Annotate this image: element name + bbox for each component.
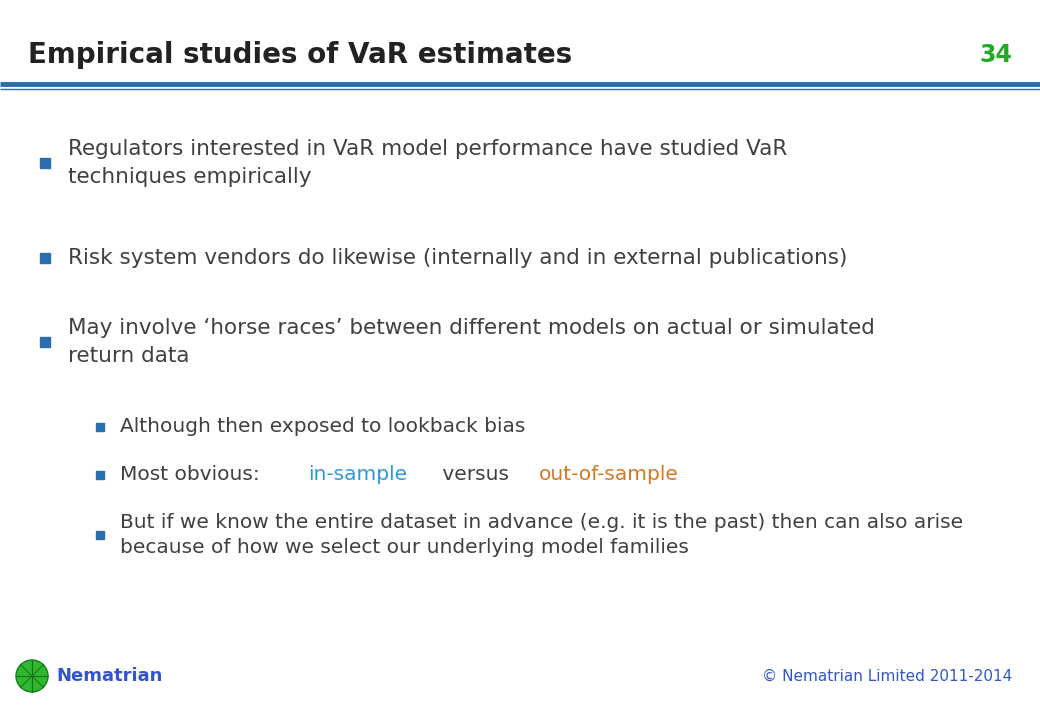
Text: Most obvious:: Most obvious:: [120, 466, 266, 485]
Text: out-of-sample: out-of-sample: [539, 466, 679, 485]
Text: Nematrian: Nematrian: [56, 667, 162, 685]
Bar: [96, 531, 104, 539]
Text: Empirical studies of VaR estimates: Empirical studies of VaR estimates: [28, 41, 572, 69]
Text: But if we know the entire dataset in advance (e.g. it is the past) then can also: But if we know the entire dataset in adv…: [120, 513, 963, 557]
Circle shape: [16, 660, 48, 692]
Text: © Nematrian Limited 2011-2014: © Nematrian Limited 2011-2014: [761, 668, 1012, 683]
Text: Risk system vendors do likewise (internally and in external publications): Risk system vendors do likewise (interna…: [68, 248, 848, 268]
Bar: [40, 158, 50, 168]
Bar: [40, 253, 50, 263]
Text: May involve ‘horse races’ between different models on actual or simulated
return: May involve ‘horse races’ between differ…: [68, 318, 875, 366]
Bar: [96, 423, 104, 431]
Text: in-sample: in-sample: [309, 466, 408, 485]
Text: 34: 34: [979, 43, 1012, 67]
Bar: [96, 471, 104, 479]
Bar: [40, 337, 50, 347]
Text: versus: versus: [437, 466, 516, 485]
Text: Regulators interested in VaR model performance have studied VaR
techniques empir: Regulators interested in VaR model perfo…: [68, 140, 787, 186]
Text: Although then exposed to lookback bias: Although then exposed to lookback bias: [120, 418, 525, 436]
